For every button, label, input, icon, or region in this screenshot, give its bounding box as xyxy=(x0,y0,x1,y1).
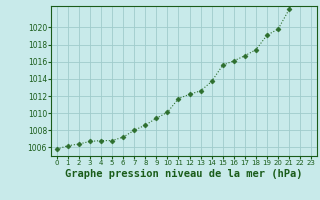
X-axis label: Graphe pression niveau de la mer (hPa): Graphe pression niveau de la mer (hPa) xyxy=(65,169,303,179)
